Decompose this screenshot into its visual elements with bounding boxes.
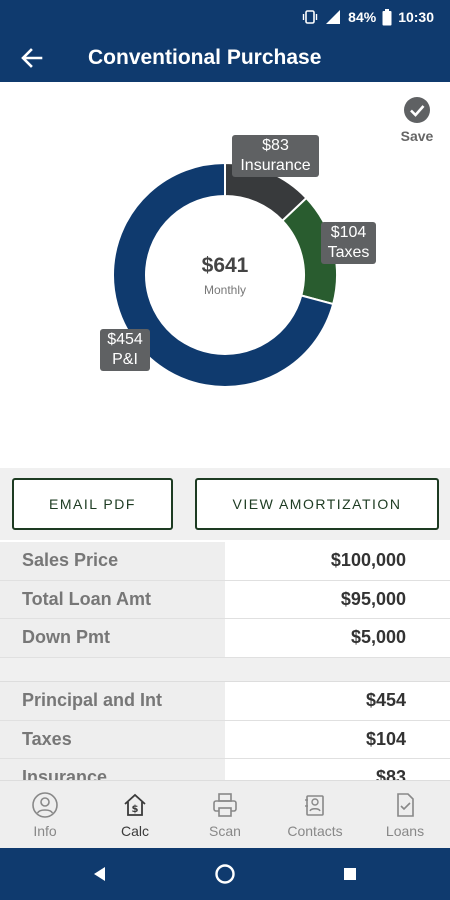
person-icon <box>32 792 58 818</box>
donut-slice-pi <box>112 161 335 388</box>
section-divider <box>0 658 450 682</box>
save-button[interactable]: Save <box>394 96 440 144</box>
row-value: $100,000 <box>225 542 450 580</box>
triangle-back-icon <box>94 867 105 881</box>
vibrate-icon <box>302 9 318 25</box>
printer-icon <box>213 793 237 817</box>
table-row: Taxes $104 <box>0 720 450 759</box>
taxes-callout: $104 Taxes <box>321 222 376 264</box>
system-home-button[interactable] <box>213 862 237 886</box>
loan-document-icon <box>397 793 414 817</box>
table-row: Down Pmt $5,000 <box>0 619 450 658</box>
nav-item-scan[interactable]: Scan <box>180 781 270 848</box>
status-bar: 84% 10:30 <box>0 0 450 34</box>
payment-chart-panel: $641 Monthly $83 Insurance $104 Taxes $454… <box>0 82 450 468</box>
arrow-left-icon <box>21 48 43 68</box>
nav-label-loans: Loans <box>385 823 425 839</box>
email-pdf-button[interactable]: EMAIL PDF <box>12 478 173 530</box>
nav-item-loans[interactable]: Loans <box>360 781 450 848</box>
bottom-navigation: Info $ Calc Scan Contacts Loans <box>0 780 450 848</box>
square-recents-icon <box>344 868 356 880</box>
app-bar: Conventional Purchase <box>0 34 450 82</box>
row-value: $83 <box>225 759 450 780</box>
table-row: Total Loan Amt $95,000 <box>0 580 450 619</box>
table-row: Sales Price $100,000 <box>0 542 450 581</box>
nav-label-contacts: Contacts <box>287 823 343 839</box>
check-circle-icon <box>404 97 430 123</box>
monthly-payment-value: $641 <box>201 254 249 277</box>
calculator-house-icon: $ <box>124 793 146 816</box>
monthly-payment-label: Monthly <box>203 283 247 297</box>
page-title: Conventional Purchase <box>88 46 322 69</box>
nav-label-calc: Calc <box>120 823 149 839</box>
row-value: $104 <box>225 720 450 758</box>
insurance-callout: $83 Insurance <box>232 135 319 177</box>
row-value: $95,000 <box>225 580 450 618</box>
row-label: Sales Price <box>0 542 225 580</box>
row-label: Insurance <box>0 759 225 780</box>
table-row: Insurance $83 <box>0 759 450 780</box>
row-label: Down Pmt <box>0 619 225 657</box>
svg-text:$: $ <box>132 804 139 815</box>
nav-item-info[interactable]: Info <box>0 781 90 848</box>
nav-item-calc[interactable]: $ Calc <box>90 781 180 848</box>
pi-callout: $454 P&I <box>100 329 150 371</box>
nav-label-scan: Scan <box>209 823 241 839</box>
loan-summary-table: Sales Price $100,000 Total Loan Amt $95,… <box>0 542 450 658</box>
contacts-icon <box>305 795 324 816</box>
clock-time: 10:30 <box>398 9 434 25</box>
circle-home-icon <box>215 864 235 884</box>
action-buttons-bar: EMAIL PDF VIEW AMORTIZATION <box>0 468 450 540</box>
row-label: Total Loan Amt <box>0 580 225 618</box>
system-back-button[interactable] <box>88 862 112 886</box>
save-label: Save <box>400 128 434 144</box>
row-label: Principal and Int <box>0 682 225 720</box>
back-button[interactable] <box>18 44 46 72</box>
system-recents-button[interactable] <box>338 862 362 886</box>
row-value: $5,000 <box>225 619 450 657</box>
battery-icon <box>382 8 392 26</box>
battery-percent: 84% <box>348 9 377 25</box>
system-navigation-bar <box>0 848 450 900</box>
row-value: $454 <box>225 682 450 720</box>
nav-label-info: Info <box>33 823 57 839</box>
payment-breakdown-table: Principal and Int $454 Taxes $104 Insura… <box>0 682 450 780</box>
row-label: Taxes <box>0 720 225 758</box>
view-amortization-button[interactable]: VIEW AMORTIZATION <box>195 478 439 530</box>
nav-item-contacts[interactable]: Contacts <box>270 781 360 848</box>
status-indicators: 84% 10:30 <box>302 0 434 34</box>
signal-icon <box>324 9 342 25</box>
table-row: Principal and Int $454 <box>0 682 450 721</box>
